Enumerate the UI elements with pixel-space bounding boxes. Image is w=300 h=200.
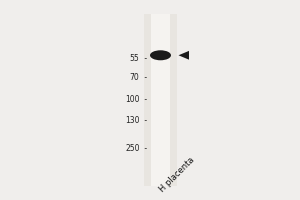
Text: 100: 100 (125, 96, 140, 104)
Text: 70: 70 (130, 73, 140, 82)
Ellipse shape (150, 50, 171, 60)
Text: -: - (142, 73, 147, 82)
Text: -: - (142, 144, 147, 153)
Bar (151, 14, 170, 186)
Text: H placenta: H placenta (157, 155, 196, 194)
Text: 55: 55 (130, 54, 140, 63)
Bar (144, 14, 177, 186)
Text: 130: 130 (125, 116, 140, 125)
Text: 250: 250 (125, 144, 140, 153)
Text: -: - (142, 116, 147, 125)
Text: -: - (142, 96, 147, 104)
Polygon shape (178, 51, 189, 60)
Text: -: - (142, 54, 147, 63)
